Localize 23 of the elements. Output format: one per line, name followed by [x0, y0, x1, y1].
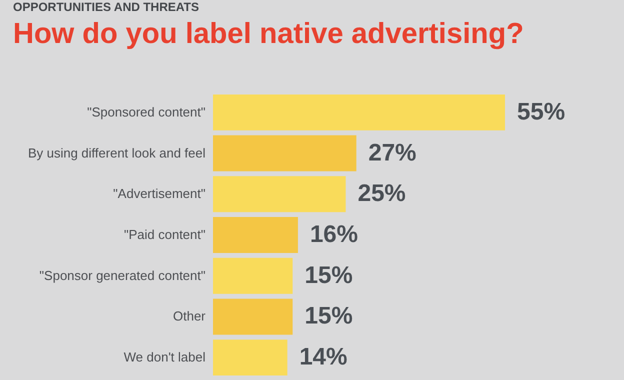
y-tick-label: "Sponsor generated content"	[39, 268, 206, 283]
y-tick-label: We don't label	[124, 350, 206, 365]
data-label: 55%	[517, 98, 566, 126]
bar	[213, 176, 346, 212]
y-tick-label: "Paid content"	[124, 227, 206, 242]
bar	[213, 94, 505, 130]
chart-title: How do you label native advertising?	[13, 18, 524, 50]
data-label: 27%	[368, 139, 416, 166]
data-label: 15%	[304, 262, 353, 289]
data-label: 16%	[310, 221, 358, 248]
bar	[213, 340, 288, 376]
data-label: 15%	[304, 302, 353, 330]
y-tick-label: By using different look and feel	[28, 145, 206, 160]
bar	[213, 217, 298, 253]
bar	[213, 258, 293, 294]
bar	[213, 135, 356, 172]
y-tick-label: Other	[172, 308, 206, 324]
data-label: 14%	[299, 344, 348, 371]
y-tick-label: "Advertisement"	[113, 186, 206, 202]
bar	[213, 298, 293, 335]
text: OPPORTUNITIES AND THREATS	[13, 0, 200, 14]
y-tick-label: "Sponsored content"	[87, 104, 206, 120]
data-label: 25%	[358, 180, 406, 208]
